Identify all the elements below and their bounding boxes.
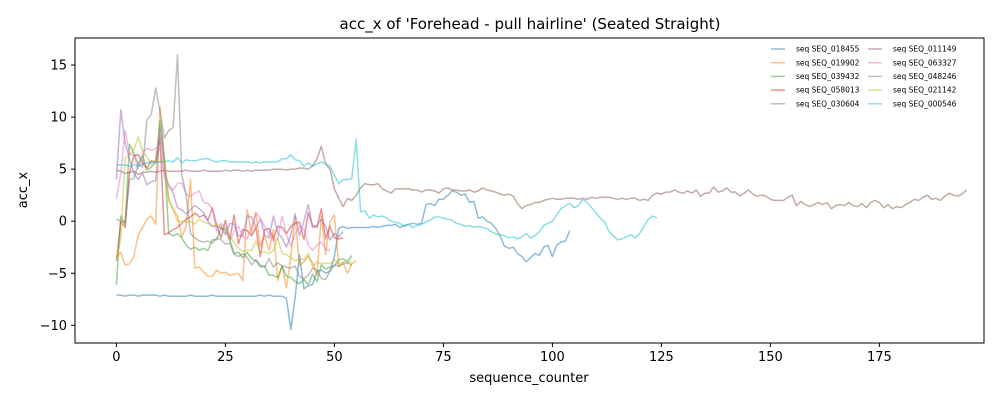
x-tick-label: 150 <box>758 350 783 365</box>
series-line-1 <box>115 105 357 289</box>
x-tick-label: 175 <box>867 350 892 365</box>
legend-label: seq SEQ_030604 <box>796 99 860 108</box>
series-line-9 <box>116 138 658 241</box>
y-tick-label: −5 <box>48 267 67 282</box>
legend-label: seq SEQ_039432 <box>796 72 860 81</box>
y-axis: −10 −5 0 5 10 15 <box>40 59 75 334</box>
x-tick-label: 25 <box>217 350 234 365</box>
plot-frame <box>74 37 985 344</box>
legend-label: seq SEQ_058013 <box>796 86 860 95</box>
x-tick-label: 50 <box>326 350 343 365</box>
y-axis-label: acc_x <box>16 171 31 208</box>
legend-label: seq SEQ_021142 <box>893 86 957 95</box>
legend-label: seq SEQ_048246 <box>893 72 957 81</box>
series-line-6 <box>115 129 331 252</box>
x-axis-label: sequence_counter <box>469 371 589 386</box>
plot-lines <box>115 53 968 331</box>
series-line-7 <box>116 53 353 281</box>
legend-label: seq SEQ_011149 <box>893 45 957 54</box>
legend-label: seq SEQ_019902 <box>796 58 860 67</box>
chart-title: acc_x of 'Forehead - pull hairline' (Sea… <box>340 15 721 34</box>
y-tick-label: −10 <box>40 319 67 334</box>
legend-label: seq SEQ_018455 <box>796 45 860 54</box>
y-tick-label: 0 <box>59 215 67 230</box>
series-line-4 <box>115 109 344 248</box>
y-tick-label: 15 <box>50 59 67 74</box>
series-line-0 <box>116 190 571 331</box>
y-tick-label: 10 <box>50 111 67 126</box>
y-tick-label: 5 <box>59 163 67 178</box>
x-axis: 0 25 50 75 100 125 150 175 <box>112 343 892 365</box>
series-line-8 <box>115 136 352 268</box>
legend-label: seq SEQ_063327 <box>893 58 957 67</box>
x-tick-label: 100 <box>540 350 565 365</box>
x-tick-label: 75 <box>435 350 452 365</box>
x-tick-label: 0 <box>112 350 120 365</box>
x-tick-label: 125 <box>649 350 674 365</box>
series-line-5 <box>116 145 968 210</box>
legend-label: seq SEQ_000546 <box>893 99 957 108</box>
